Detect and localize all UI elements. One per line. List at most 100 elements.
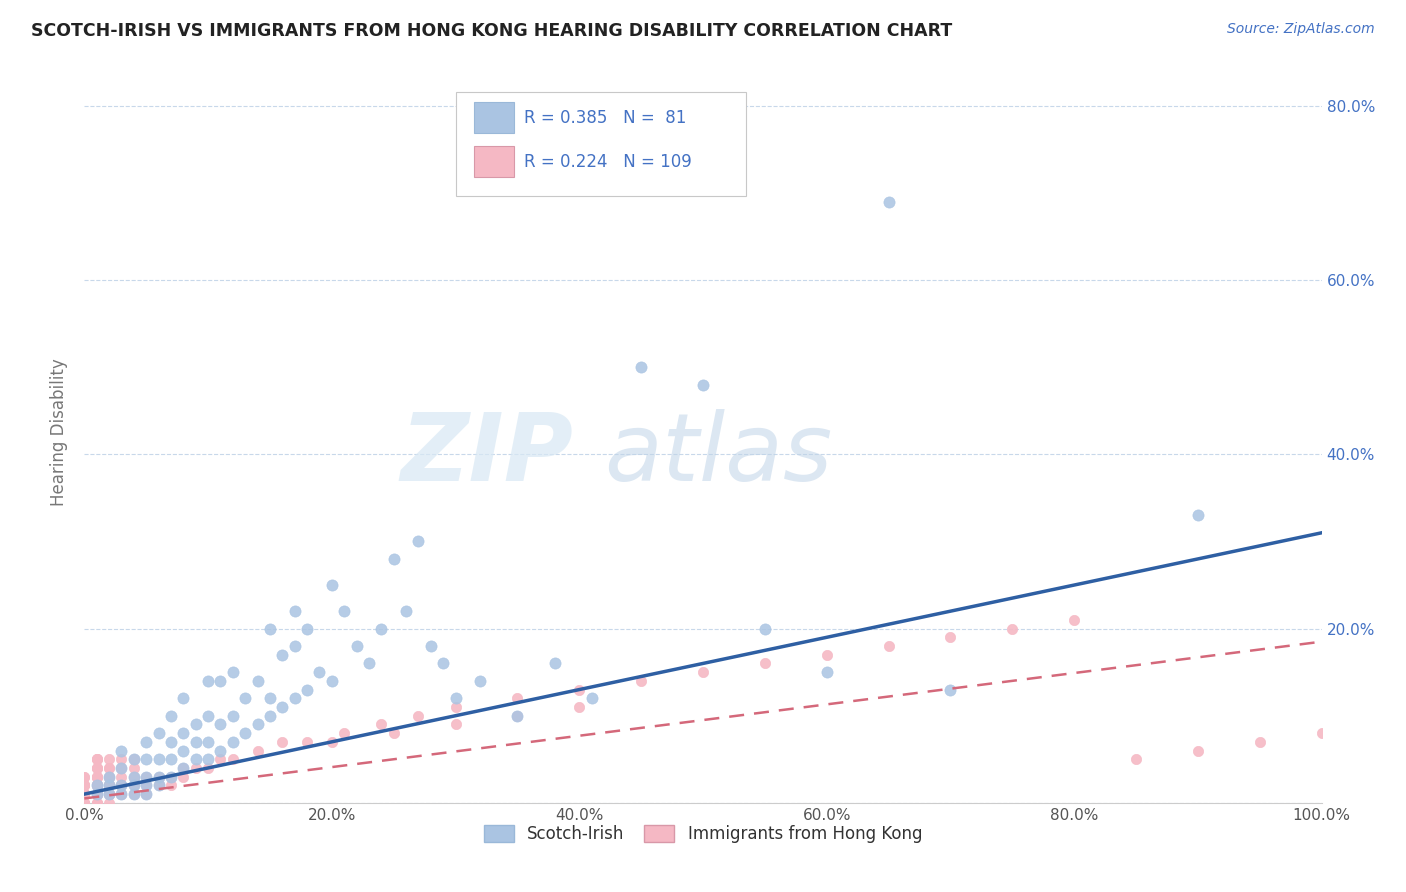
Point (408, 708, 430, 723)
Point (209, 752, 232, 766)
Point (408, 534, 430, 549)
Point (321, 578, 343, 592)
Point (160, 708, 183, 723)
Point (86, 778, 108, 792)
Point (148, 778, 170, 792)
Point (271, 700, 294, 714)
Point (73, 787, 96, 801)
Point (110, 778, 132, 792)
Point (295, 622, 318, 636)
Point (86, 770, 108, 784)
Point (98, 778, 121, 792)
Point (197, 673, 219, 688)
Legend: Scotch-Irish, Immigrants from Hong Kong: Scotch-Irish, Immigrants from Hong Kong (477, 819, 929, 850)
Point (148, 726, 170, 740)
Text: ZIP: ZIP (401, 409, 574, 500)
Point (86, 761, 108, 775)
Point (754, 657, 776, 671)
Point (209, 717, 232, 731)
Point (148, 770, 170, 784)
Point (122, 770, 145, 784)
Point (73, 787, 96, 801)
Point (73, 787, 96, 801)
Point (86, 778, 108, 792)
Point (197, 735, 219, 749)
Point (110, 761, 132, 775)
Point (122, 761, 145, 775)
Point (73, 770, 96, 784)
Point (284, 604, 307, 618)
Point (98, 796, 121, 810)
Point (271, 735, 294, 749)
Point (135, 787, 157, 801)
Point (506, 691, 529, 706)
Point (197, 752, 219, 766)
Point (295, 682, 318, 697)
Point (135, 735, 157, 749)
Point (295, 735, 318, 749)
Point (148, 770, 170, 784)
Point (86, 787, 108, 801)
Text: SCOTCH-IRISH VS IMMIGRANTS FROM HONG KONG HEARING DISABILITY CORRELATION CHART: SCOTCH-IRISH VS IMMIGRANTS FROM HONG KON… (31, 22, 952, 40)
Point (86, 770, 108, 784)
Point (86, 761, 108, 775)
Point (160, 778, 183, 792)
Point (73, 787, 96, 801)
Point (98, 787, 121, 801)
Point (259, 691, 281, 706)
Point (73, 787, 96, 801)
Point (122, 752, 145, 766)
Point (86, 761, 108, 775)
Point (209, 743, 232, 757)
Point (86, 787, 108, 801)
Point (86, 787, 108, 801)
Point (1249, 735, 1271, 749)
Point (357, 657, 380, 671)
Point (98, 787, 121, 801)
Point (73, 787, 96, 801)
Point (122, 752, 145, 766)
Point (135, 778, 157, 792)
Point (172, 770, 194, 784)
Point (444, 691, 467, 706)
Point (184, 735, 207, 749)
Point (148, 752, 170, 766)
Point (877, 639, 900, 653)
Point (1187, 743, 1209, 757)
Text: atlas: atlas (605, 409, 832, 500)
Point (86, 752, 108, 766)
Point (939, 630, 962, 644)
Point (86, 787, 108, 801)
Point (259, 708, 281, 723)
Point (692, 665, 714, 680)
Point (581, 691, 603, 706)
Point (444, 700, 467, 714)
Point (98, 787, 121, 801)
Point (419, 639, 441, 653)
Text: Source: ZipAtlas.com: Source: ZipAtlas.com (1227, 22, 1375, 37)
Point (506, 708, 529, 723)
Point (284, 639, 307, 653)
Point (110, 778, 132, 792)
Point (1125, 752, 1147, 766)
Point (172, 691, 194, 706)
Point (444, 717, 467, 731)
Point (86, 778, 108, 792)
Point (73, 778, 96, 792)
Text: R = 0.385   N =  81: R = 0.385 N = 81 (523, 109, 686, 127)
Point (382, 552, 405, 566)
Point (122, 778, 145, 792)
Point (160, 770, 183, 784)
Point (172, 761, 194, 775)
Point (110, 787, 132, 801)
Point (233, 726, 256, 740)
Point (86, 778, 108, 792)
Point (98, 770, 121, 784)
Point (86, 778, 108, 792)
Point (73, 796, 96, 810)
Point (506, 708, 529, 723)
Point (86, 770, 108, 784)
Point (346, 639, 368, 653)
Point (122, 787, 145, 801)
Point (73, 778, 96, 792)
